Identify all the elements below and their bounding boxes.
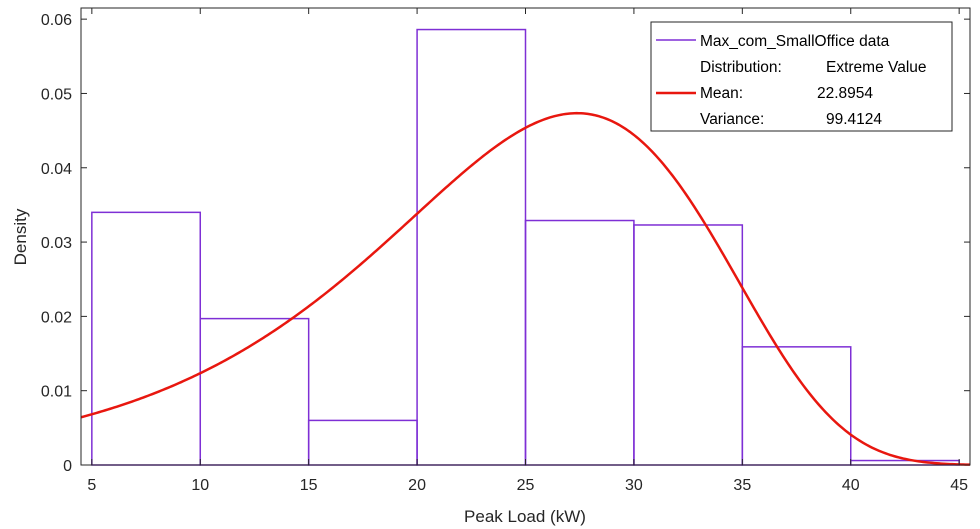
x-tick-label: 30 xyxy=(625,477,643,494)
x-axis: 5 10 15 20 25 30 35 40 45 xyxy=(87,8,968,494)
legend-entry-variance: Variance: xyxy=(700,111,764,128)
x-tick-label: 5 xyxy=(87,477,96,494)
y-tick-label: 0.05 xyxy=(41,86,72,103)
x-tick-label: 35 xyxy=(733,477,751,494)
x-tick-label: 40 xyxy=(842,477,860,494)
x-tick-label: 25 xyxy=(517,477,535,494)
x-axis-label: Peak Load (kW) xyxy=(464,507,586,526)
legend-value-distribution: Extreme Value xyxy=(826,59,927,76)
legend: Max_com_SmallOffice data Distribution: E… xyxy=(650,21,953,132)
x-tick-label: 45 xyxy=(950,477,968,494)
legend-entry-mean: Mean: xyxy=(700,85,743,102)
x-tick-label: 15 xyxy=(300,477,318,494)
legend-entry-distribution: Distribution: xyxy=(700,59,782,76)
legend-entry-data: Max_com_SmallOffice data xyxy=(700,33,890,50)
legend-value-mean: 22.8954 xyxy=(817,85,873,102)
y-tick-label: 0 xyxy=(63,458,72,475)
y-tick-label: 0.01 xyxy=(41,384,72,401)
fit-curve xyxy=(80,111,971,466)
legend-value-variance: 99.4124 xyxy=(826,111,882,128)
x-tick-label: 20 xyxy=(408,477,426,494)
y-tick-label: 0.03 xyxy=(41,235,72,252)
y-axis-label: Density xyxy=(11,208,30,265)
y-tick-label: 0.04 xyxy=(41,161,72,178)
x-tick-label: 10 xyxy=(191,477,209,494)
y-axis: 0 0.01 0.02 0.03 0.04 0.05 0.06 xyxy=(41,12,970,475)
legend-box xyxy=(650,21,953,132)
y-tick-label: 0.02 xyxy=(41,309,72,326)
y-tick-label: 0.06 xyxy=(41,12,72,29)
